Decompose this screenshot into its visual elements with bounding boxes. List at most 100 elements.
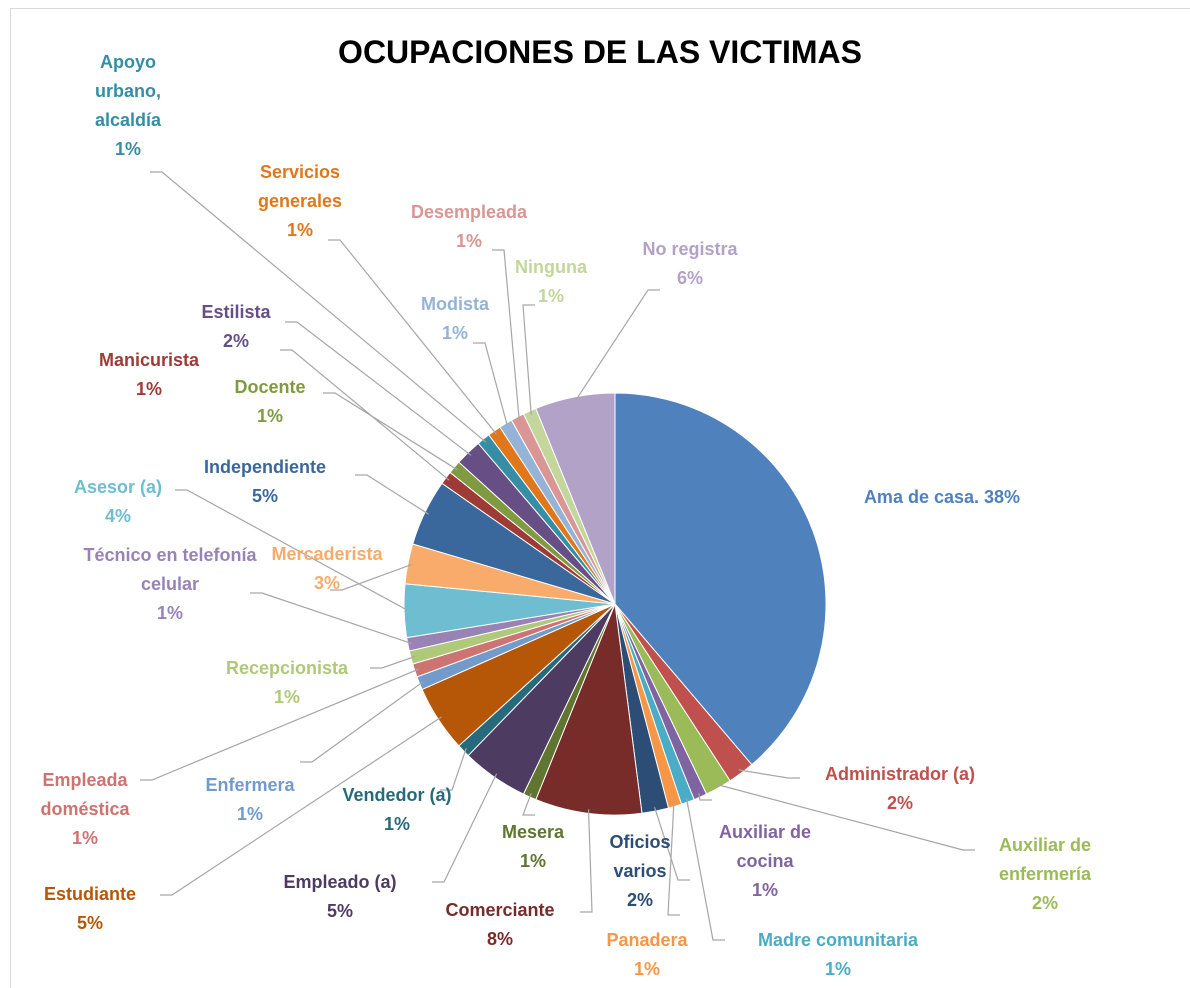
value-label: 1% [71,828,98,848]
data-label: Estudiante 5% [0,880,240,938]
value-label: 38% [984,487,1021,507]
data-label: Modista 1% [305,290,605,348]
data-label: Comerciante 8% [350,896,650,954]
category-label: Ninguna [515,257,587,277]
leader-line [522,304,535,415]
value-label: 1% [537,286,564,306]
value-label: 1% [455,231,482,251]
leader-line [328,239,498,435]
value-label: 2% [222,331,249,351]
data-label: Ninguna 1% [401,253,701,311]
category-label: Enfermera [205,775,295,795]
leader-line [440,747,467,791]
value-label: 5% [76,913,103,933]
data-label: No registra 6% [540,235,840,293]
value-label: 1% [824,959,851,979]
value-label: 2% [626,890,653,910]
data-label: Recepcionista 1% [137,654,437,712]
category-label: Servicios generales [257,162,343,211]
data-label: Técnico en telefonía celular 1% [83,541,258,628]
pie-slice [535,602,643,816]
category-label: Mercaderista [271,544,383,564]
value-label: 5% [326,901,353,921]
data-label: Empleada doméstica 1% [23,766,148,853]
category-label: Técnico en telefonía celular [83,545,257,594]
data-label: Ama de casa. 38% [792,483,1092,512]
category-label: Mesera [501,822,565,842]
category-label: Auxiliar de enfermería [998,835,1092,884]
data-label: Desempleada 1% [319,198,619,256]
category-label: Comerciante [445,900,555,920]
data-label: Enfermera 1% [100,771,400,829]
data-label: Asesor (a) 4% [0,473,268,531]
leader-line [522,793,535,816]
data-label: Auxiliar de cocina 1% [708,818,823,905]
data-label: Administrador (a) 2% [750,760,1050,818]
leader-line [432,773,498,883]
data-label: Estilista 2% [86,298,386,356]
leader-line [698,793,712,801]
leader-line [285,321,472,456]
value-label: 4% [104,506,131,526]
leader-line [140,668,419,781]
data-label: Vendedor (a) 1% [247,781,547,839]
category-label: Empleada doméstica [40,770,130,819]
data-label: Empleado (a) 5% [190,868,490,926]
data-label: Madre comunitaria 1% [688,926,988,984]
data-label: Mercaderista 3% [177,540,477,598]
value-label: 8% [486,929,513,949]
value-label: 1% [114,139,141,159]
category-label: Estudiante [43,884,136,904]
value-label: 1% [751,880,778,900]
category-label: Docente [234,377,306,397]
leader-line [355,474,429,515]
category-label: Auxiliar de cocina [718,822,812,871]
value-label: 1% [273,687,300,707]
category-label: Vendedor (a) [342,785,452,805]
value-label: 1% [236,804,263,824]
data-label: Manicurista 1% [0,346,299,404]
leader-line [323,392,458,471]
category-label: Oficios varios [609,832,671,881]
value-label: 1% [383,814,410,834]
leader-line [370,655,415,669]
leader-line [150,171,487,443]
pie-slice [614,392,827,766]
leader-line [300,681,424,763]
data-label: Oficios varios 2% [600,828,680,915]
category-label: Ama de casa. [863,487,980,507]
leader-line [160,716,442,896]
category-label: Manicurista [98,350,200,370]
leader-line [580,809,593,913]
category-label: No registra [642,239,738,259]
leader-line [492,249,520,421]
data-label: Apoyo urbano, alcaldía 1% [78,48,178,164]
data-label: Docente 1% [120,373,420,431]
category-label: Panadera [606,930,688,950]
category-label: Empleado (a) [283,872,397,892]
category-label: Asesor (a) [73,477,163,497]
value-label: 1% [156,603,183,623]
leader-line [250,592,413,645]
value-label: 1% [441,323,468,343]
leader-line [330,563,413,591]
value-label: 1% [256,406,283,426]
leader-line [653,806,690,881]
value-label: 6% [676,268,703,288]
value-label: 1% [286,220,313,240]
category-label: Madre comunitaria [757,930,919,950]
pie-slice [535,392,616,605]
category-label: Desempleada [410,202,528,222]
category-label: Estilista [201,302,271,322]
value-label: 5% [251,486,278,506]
data-label: Independiente 5% [115,453,415,511]
data-label: Panadera 1% [497,926,797,984]
leader-line [175,489,409,612]
category-label: Recepcionista [225,658,349,678]
chart-title: OCUPACIONES DE LAS VICTIMAS [338,34,862,70]
value-label: 1% [633,959,660,979]
category-label: Administrador (a) [824,764,975,784]
value-label: 1% [519,851,546,871]
value-label: 1% [135,379,162,399]
